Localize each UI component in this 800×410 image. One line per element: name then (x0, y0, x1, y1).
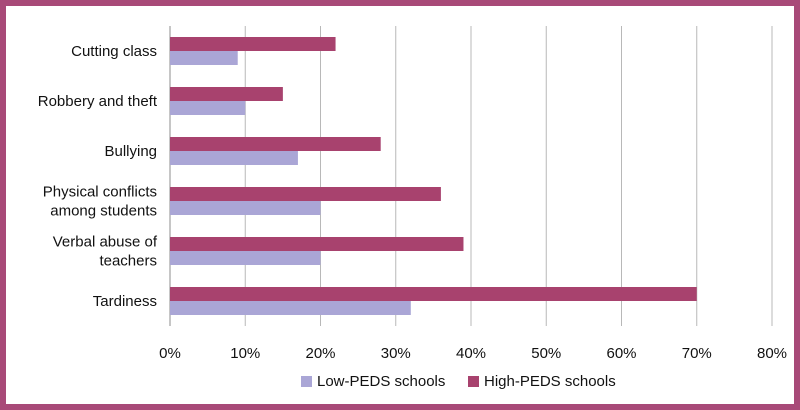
x-tick-label: 40% (456, 345, 486, 362)
x-tick-label: 70% (682, 345, 712, 362)
bar-high-peds (170, 87, 283, 101)
category-labels: Cutting class Robbery and theft Bullying Ph… (38, 43, 158, 310)
x-tick-label: 10% (230, 345, 260, 362)
bars (170, 37, 697, 315)
x-tick-label: 30% (381, 345, 411, 362)
legend-label: High-PEDS schools (484, 373, 616, 390)
bar-low-peds (170, 151, 298, 165)
bar-low-peds (170, 201, 321, 215)
gridlines (169, 26, 773, 326)
x-tick-label: 20% (305, 345, 335, 362)
bar-high-peds (170, 137, 381, 151)
x-tick-label: 0% (159, 345, 181, 362)
bar-high-peds (170, 287, 697, 301)
category-label: Tardiness (93, 293, 157, 310)
legend: Low-PEDS schools High-PEDS schools (301, 373, 616, 390)
x-tick-label: 80% (757, 345, 787, 362)
category-label: Robbery and theft (38, 93, 158, 110)
bar-high-peds (170, 237, 464, 251)
category-label: Physical conflicts among students (43, 184, 157, 220)
bar-low-peds (170, 301, 411, 315)
legend-label: Low-PEDS schools (317, 373, 445, 390)
bar-high-peds (170, 37, 336, 51)
category-label: Verbal abuse of teachers (53, 234, 158, 270)
bar-low-peds (170, 101, 246, 115)
legend-swatch (468, 376, 479, 387)
x-tick-label: 60% (606, 345, 636, 362)
bar-low-peds (170, 51, 238, 65)
x-tick-labels: 0% 10% 20% 30% 40% 50% 60% 70% 80% (159, 345, 787, 362)
bar-low-peds (170, 251, 321, 265)
bar-high-peds (170, 187, 441, 201)
x-tick-label: 50% (531, 345, 561, 362)
category-label: Cutting class (71, 43, 157, 60)
legend-swatch (301, 376, 312, 387)
category-label: Bullying (104, 143, 157, 160)
